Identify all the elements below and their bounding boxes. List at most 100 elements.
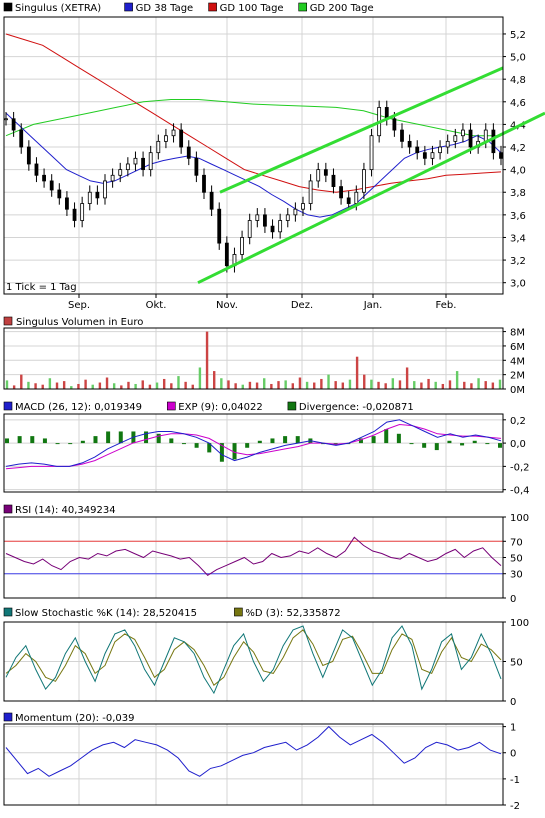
volume-bar	[20, 374, 23, 389]
volume-bar	[248, 381, 252, 389]
volume-bar	[241, 384, 244, 389]
volume-bar	[398, 380, 402, 389]
trend-line-upper	[219, 66, 504, 194]
plot-frame	[3, 723, 504, 806]
candle-body	[4, 118, 8, 121]
candle-body	[171, 129, 176, 137]
divergence-bar	[422, 443, 427, 448]
candle-body	[407, 140, 412, 148]
legend-swatch	[234, 607, 243, 617]
rsi-panel: 100 70 50 30 0	[3, 513, 529, 605]
legend-swatch	[124, 2, 133, 12]
tick-note: 1 Tick = 1 Tag	[6, 282, 77, 293]
candle-body	[95, 191, 100, 199]
y-tick-label: 8M	[510, 328, 525, 339]
y-tick-label: 50	[510, 658, 523, 669]
plot-frame	[3, 413, 504, 493]
candle-body	[255, 214, 260, 221]
divergence-bar	[232, 443, 237, 460]
plot-area	[4, 328, 503, 389]
volume-bar	[155, 382, 159, 389]
volume-bar	[298, 377, 302, 389]
volume-bar	[334, 381, 337, 389]
candle-body	[125, 163, 130, 171]
volume-bar	[363, 374, 366, 389]
candle-body	[346, 197, 351, 204]
volume-bar	[220, 378, 223, 389]
volume-bar	[377, 381, 380, 389]
divergence-bar	[118, 431, 123, 444]
candle-body	[453, 135, 458, 142]
candle-body	[362, 169, 366, 193]
volume-bar	[48, 378, 52, 389]
stoch-d-line	[5, 629, 502, 686]
divergence-bar	[5, 438, 9, 444]
candle-body	[80, 203, 85, 221]
candle-body	[293, 208, 298, 216]
divergence-bar	[17, 436, 22, 444]
y-tick-label: 3,8	[510, 188, 526, 199]
divergence-bar	[93, 436, 98, 444]
volume-bar	[313, 382, 316, 389]
y-tick-label: 0,2	[510, 416, 526, 427]
y-tick-label: -0,2	[510, 462, 530, 473]
divergence-bar	[42, 438, 47, 444]
candle-body	[103, 180, 107, 199]
y-tick-label: -1	[510, 775, 520, 786]
divergence-bar	[321, 443, 326, 445]
divergence-bar	[434, 443, 439, 451]
divergence-bar	[219, 443, 224, 462]
y-tick-label: 100	[510, 513, 529, 524]
candle-body	[42, 174, 46, 182]
volume-bar	[484, 381, 487, 389]
plot-area	[4, 17, 503, 294]
candle-body	[194, 157, 199, 176]
candle-body	[285, 214, 290, 221]
legend-swatch	[208, 2, 217, 12]
y-tick-label: 4,6	[510, 98, 526, 109]
volume-bar	[370, 379, 373, 389]
divergence-bar	[181, 443, 186, 445]
volume-bar	[41, 384, 44, 389]
divergence-bar	[257, 440, 262, 444]
volume-bar	[434, 381, 437, 389]
volume-bar	[420, 382, 423, 389]
plot-frame	[3, 327, 504, 390]
candle-body	[339, 186, 343, 199]
divergence-bar	[384, 429, 389, 444]
volume-bar	[448, 380, 452, 389]
y-tick-label: 100	[510, 618, 529, 629]
candle-body	[392, 118, 397, 131]
candle-body	[87, 191, 92, 204]
volume-bar	[391, 378, 395, 389]
divergence-bar	[283, 436, 288, 444]
y-tick-label: -0,4	[510, 486, 530, 497]
legend-swatch	[3, 316, 13, 326]
y-tick-label: 50	[510, 554, 523, 565]
candle-body	[491, 129, 496, 154]
candle-body	[430, 152, 435, 159]
volume-bar	[455, 371, 459, 389]
y-tick-label: 0	[510, 749, 516, 760]
candle-body	[461, 129, 465, 137]
plot-area	[4, 724, 503, 805]
y-tick-label: 0	[510, 594, 516, 605]
candle-body	[308, 180, 313, 204]
candle-body	[331, 174, 336, 187]
candle-body	[186, 146, 191, 159]
plot-frame	[3, 621, 504, 702]
stochastic-panel: 100 50 0	[3, 618, 529, 708]
divergence-bar	[371, 436, 376, 444]
volume-bar	[191, 384, 194, 389]
divergence-bar	[55, 443, 60, 445]
candle-body	[34, 163, 39, 176]
candle-body	[110, 174, 115, 182]
candle-body	[438, 146, 442, 154]
volume-bar	[470, 383, 473, 389]
candle-body	[422, 152, 427, 159]
x-tick-label: Feb.	[436, 300, 457, 311]
x-tick-label: Dez.	[291, 300, 313, 311]
x-tick-label: Okt.	[146, 300, 167, 311]
divergence-bar	[460, 443, 465, 446]
